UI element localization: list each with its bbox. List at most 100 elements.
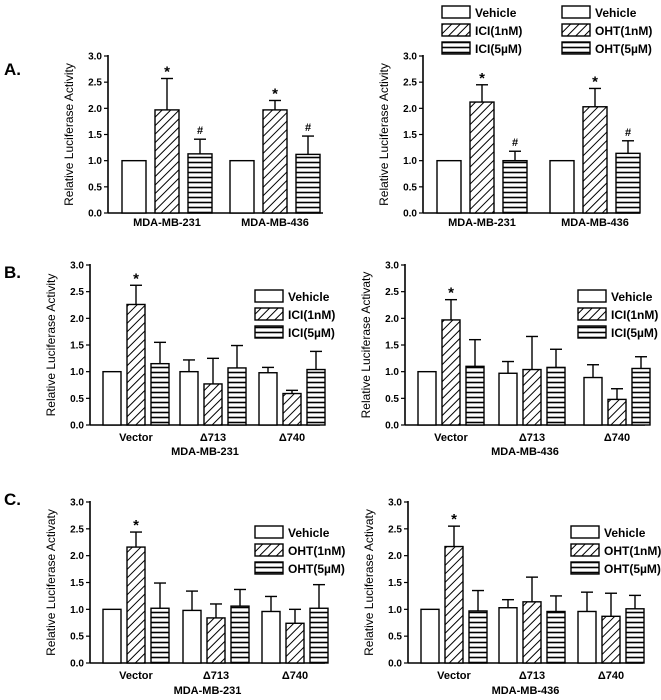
bar-c-left-1-2 xyxy=(230,605,250,664)
significance-asterisk: * xyxy=(451,511,457,528)
legend-swatch xyxy=(577,325,607,339)
bar-c-left-2-2 xyxy=(309,607,329,664)
y-tick-label: 3.0 xyxy=(70,498,84,509)
x-category-label: Δ713 xyxy=(519,670,545,682)
significance-asterisk: * xyxy=(272,85,278,102)
bar-a-left-1-1 xyxy=(262,109,288,214)
y-tick-label: 0.0 xyxy=(88,209,102,220)
y-tick-label: 2.0 xyxy=(70,551,84,562)
significance-hash: # xyxy=(305,122,311,134)
panel-label: A. xyxy=(4,60,21,79)
y-tick-label: 2.5 xyxy=(388,524,402,535)
bar-c-right-2-2 xyxy=(625,608,645,664)
y-tick-label: 0.5 xyxy=(70,632,84,643)
y-tick-label: 0.0 xyxy=(70,659,84,670)
y-axis-label: Relative Luciferase Activity xyxy=(377,63,391,206)
y-tick-label: 3.0 xyxy=(70,261,84,272)
legend-swatch xyxy=(570,543,600,557)
legend-swatch xyxy=(577,289,607,303)
y-tick-label: 0.0 xyxy=(403,209,417,220)
bar-a-right-0-0 xyxy=(436,159,462,214)
legend-swatch xyxy=(570,561,600,575)
y-tick-label: 2.5 xyxy=(385,287,399,298)
bar-a-left-0-2 xyxy=(187,153,213,214)
y-axis-label: Relative Luciferase Activaty xyxy=(44,509,58,656)
x-axis-label: MDA-MB-436 xyxy=(492,685,560,697)
bar-c-left-0-0 xyxy=(102,608,122,664)
x-category-label: Vector xyxy=(437,670,471,682)
bar-b-left-2-2 xyxy=(306,368,326,426)
legend-swatch xyxy=(254,543,284,557)
bar-b-left-2-1 xyxy=(282,392,302,426)
x-category-label: MDA-MB-231 xyxy=(133,217,201,229)
legend-label: OHT(5µM) xyxy=(595,42,652,56)
y-tick-label: 3.0 xyxy=(388,498,402,509)
x-category-label: Δ740 xyxy=(279,432,305,444)
y-tick-label: 3.0 xyxy=(88,52,102,63)
bar-c-left-1-0 xyxy=(182,609,202,664)
legend-label: OHT(1nM) xyxy=(595,24,652,38)
significance-asterisk: * xyxy=(479,70,485,87)
chart-a-left: A. 0.0 0.5 1.0 1.5 2.0 2.5 3.0 Relative Lucifera… xyxy=(4,5,522,229)
legend-label: ICI(1nM) xyxy=(611,308,658,322)
bar-b-right-1-0 xyxy=(498,372,518,426)
y-tick-label: 0.0 xyxy=(385,421,399,432)
y-axis-label: Relative Luciferase Activaty xyxy=(362,509,376,656)
x-category-label: Δ713 xyxy=(203,670,229,682)
bar-c-right-1-2 xyxy=(546,610,566,664)
y-tick-label: 1.5 xyxy=(70,341,84,352)
panel-label: B. xyxy=(4,263,21,282)
legend-label: Vehicle xyxy=(595,6,637,20)
y-tick-label: 1.5 xyxy=(388,578,402,589)
bar-a-left-0-0 xyxy=(121,159,147,214)
y-tick-label: 1.0 xyxy=(70,367,84,378)
significance-asterisk: * xyxy=(592,73,598,90)
y-tick-label: 1.0 xyxy=(88,156,102,167)
legend-label: ICI(1nM) xyxy=(475,24,522,38)
legend-swatch xyxy=(561,5,591,19)
y-tick-label: 2.5 xyxy=(88,78,102,89)
bar-b-left-0-0 xyxy=(102,370,122,426)
legend-label: Vehicle xyxy=(604,526,646,540)
y-tick-label: 1.5 xyxy=(70,578,84,589)
bar-c-left-0-2 xyxy=(150,607,170,664)
y-tick-label: 0.5 xyxy=(70,394,84,405)
y-tick-label: 2.0 xyxy=(88,104,102,115)
legend-swatch xyxy=(561,23,591,37)
y-tick-label: 0.0 xyxy=(388,659,402,670)
y-tick-label: 2.5 xyxy=(70,287,84,298)
bar-c-right-1-1 xyxy=(522,601,542,664)
x-category-label: MDA-MB-436 xyxy=(241,217,309,229)
legend-label: OHT(5µM) xyxy=(604,562,661,576)
bar-c-right-2-1 xyxy=(601,615,621,664)
bar-b-left-1-2 xyxy=(227,367,247,426)
significance-asterisk: * xyxy=(133,517,139,534)
bar-a-left-1-0 xyxy=(229,159,255,214)
y-tick-label: 0.5 xyxy=(388,632,402,643)
y-tick-label: 0.5 xyxy=(385,394,399,405)
legend-swatch xyxy=(577,307,607,321)
bar-a-left-0-1 xyxy=(154,109,180,214)
chart-b-left: B. 0.0 0.5 1.0 1.5 2.0 2.5 3.0 Relative Lucifera… xyxy=(4,261,335,459)
bar-c-left-1-1 xyxy=(206,617,226,664)
significance-asterisk: * xyxy=(164,64,170,81)
bar-b-right-0-2 xyxy=(465,365,485,426)
x-category-label: Δ713 xyxy=(519,432,545,444)
bar-c-left-0-1 xyxy=(126,546,146,664)
legend-label: OHT(5µM) xyxy=(288,562,345,576)
x-category-label: Vector xyxy=(119,670,153,682)
bar-b-left-1-0 xyxy=(179,370,199,426)
y-tick-label: 3.0 xyxy=(403,52,417,63)
bar-b-left-2-0 xyxy=(258,372,278,426)
significance-hash: # xyxy=(512,137,518,149)
x-axis-label: MDA-MB-231 xyxy=(171,446,239,458)
bar-c-right-1-0 xyxy=(498,607,518,664)
bar-b-right-2-2 xyxy=(631,367,651,426)
bar-c-right-0-1 xyxy=(444,545,464,664)
bar-b-right-1-2 xyxy=(546,366,566,426)
y-axis-label: Relative Luciferase Activaty xyxy=(359,272,373,419)
legend-label: Vehicle xyxy=(288,526,330,540)
legend-label: OHT(1nM) xyxy=(604,544,661,558)
legend-label: ICI(5µM) xyxy=(288,326,335,340)
